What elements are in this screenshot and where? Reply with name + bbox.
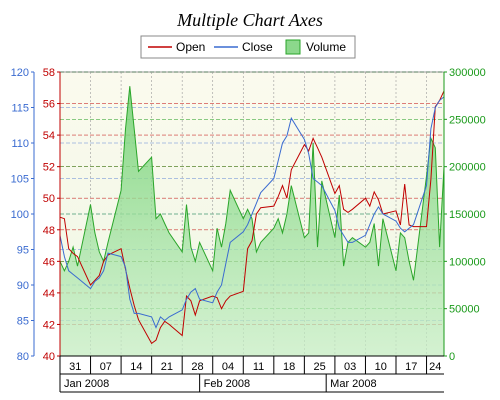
close-tick-label-1: 85 — [17, 316, 29, 328]
close-tick-label-6: 110 — [11, 138, 29, 150]
open-tick-label-8: 56 — [43, 99, 55, 111]
axes: 8085909510010511011512040424446485052545… — [11, 67, 486, 393]
volume-line — [59, 86, 445, 281]
legend: Open Close Volume — [140, 35, 356, 59]
volume-series — [59, 86, 445, 356]
price-series — [59, 90, 445, 345]
open-tick-label-6: 52 — [43, 162, 55, 174]
legend-volume-swatch — [285, 39, 301, 55]
open-tick-label-5: 50 — [43, 193, 55, 205]
open-tick-label-3: 46 — [43, 256, 55, 268]
week-tick-label-11: 17 — [405, 361, 417, 373]
volume-tick-label-2: 100000 — [449, 256, 486, 268]
open-tick-label-2: 44 — [43, 288, 55, 300]
open-tick-label-0: 40 — [43, 351, 55, 363]
close-tick-label-4: 100 — [11, 209, 29, 221]
week-tick-label-4: 28 — [191, 361, 203, 373]
close-tick-label-2: 90 — [17, 280, 29, 292]
open-tick-label-7: 54 — [43, 130, 55, 142]
month-label-1: Feb 2008 — [204, 378, 250, 390]
volume-tick-label-0: 0 — [449, 351, 455, 363]
volume-tick-label-1: 50000 — [449, 304, 480, 316]
month-label-2: Mar 2008 — [330, 378, 376, 390]
month-label-0: Jan 2008 — [64, 378, 109, 390]
open-tick-label-1: 42 — [43, 319, 55, 331]
week-tick-label-10: 10 — [375, 361, 387, 373]
week-tick-label-1: 07 — [100, 361, 112, 373]
week-tick-label-12: 24 — [429, 361, 441, 373]
legend-open-label: Open — [176, 40, 205, 54]
open-line — [59, 90, 445, 345]
close-tick-label-8: 120 — [11, 67, 29, 79]
open-tick-label-9: 58 — [43, 67, 55, 79]
week-tick-label-3: 21 — [161, 361, 173, 373]
chart-title: Multiple Chart Axes — [176, 10, 323, 30]
week-tick-label-9: 03 — [344, 361, 356, 373]
week-tick-label-2: 14 — [130, 361, 142, 373]
volume-tick-label-3: 150000 — [449, 209, 486, 221]
legend-close-label: Close — [242, 40, 273, 54]
legend-volume-label: Volume — [306, 40, 346, 54]
volume-tick-label-5: 250000 — [449, 114, 486, 126]
legend-box — [140, 35, 356, 59]
close-line — [59, 96, 445, 329]
volume-tick-label-4: 200000 — [449, 162, 486, 174]
close-tick-label-0: 80 — [17, 351, 29, 363]
close-tick-label-3: 95 — [17, 245, 29, 257]
volume-tick-label-6: 300000 — [449, 67, 486, 79]
week-tick-label-5: 04 — [222, 361, 234, 373]
close-tick-label-5: 105 — [11, 174, 29, 186]
open-tick-label-4: 48 — [43, 225, 55, 237]
close-tick-label-7: 115 — [11, 103, 29, 115]
week-tick-label-0: 31 — [69, 361, 81, 373]
week-tick-label-8: 25 — [314, 361, 326, 373]
week-tick-label-7: 18 — [283, 361, 295, 373]
week-tick-label-6: 11 — [253, 361, 264, 373]
